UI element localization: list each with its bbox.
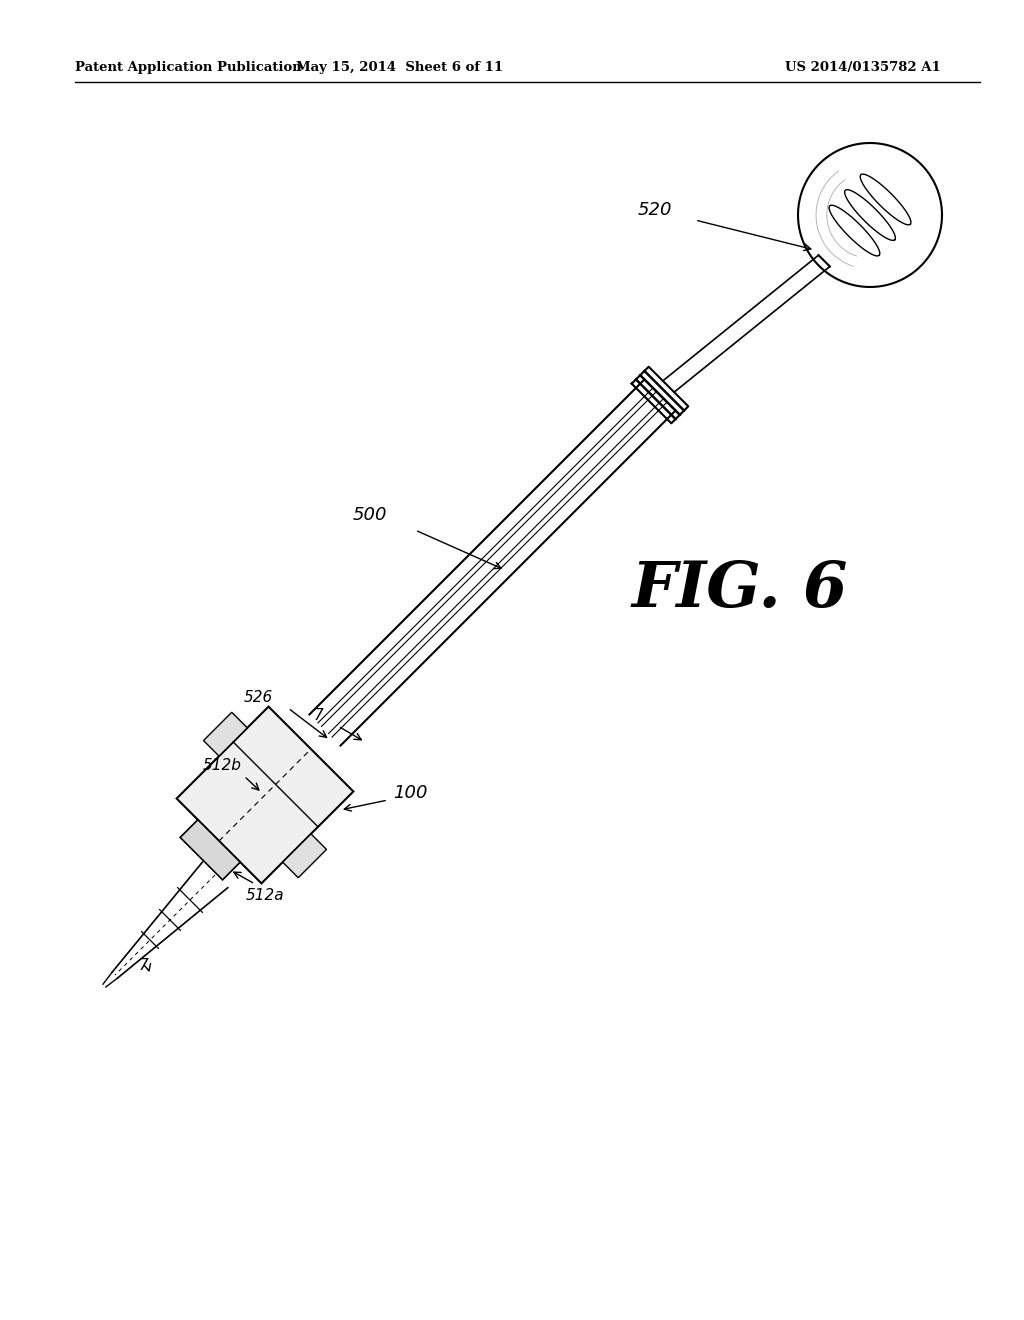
Text: 500: 500 [352, 506, 387, 524]
Polygon shape [283, 834, 327, 878]
Polygon shape [204, 713, 248, 756]
Text: 7: 7 [313, 708, 323, 722]
Polygon shape [176, 706, 353, 883]
Text: 526: 526 [244, 689, 272, 705]
Text: FIG. 6: FIG. 6 [632, 560, 848, 620]
Polygon shape [180, 820, 241, 880]
Text: 512a: 512a [246, 887, 285, 903]
Text: May 15, 2014  Sheet 6 of 11: May 15, 2014 Sheet 6 of 11 [296, 62, 504, 74]
Text: 100: 100 [393, 784, 427, 803]
Text: 520: 520 [638, 201, 672, 219]
Text: Patent Application Publication: Patent Application Publication [75, 62, 302, 74]
Text: 512b: 512b [203, 759, 242, 774]
Text: 7: 7 [138, 957, 147, 973]
Text: US 2014/0135782 A1: US 2014/0135782 A1 [785, 62, 941, 74]
